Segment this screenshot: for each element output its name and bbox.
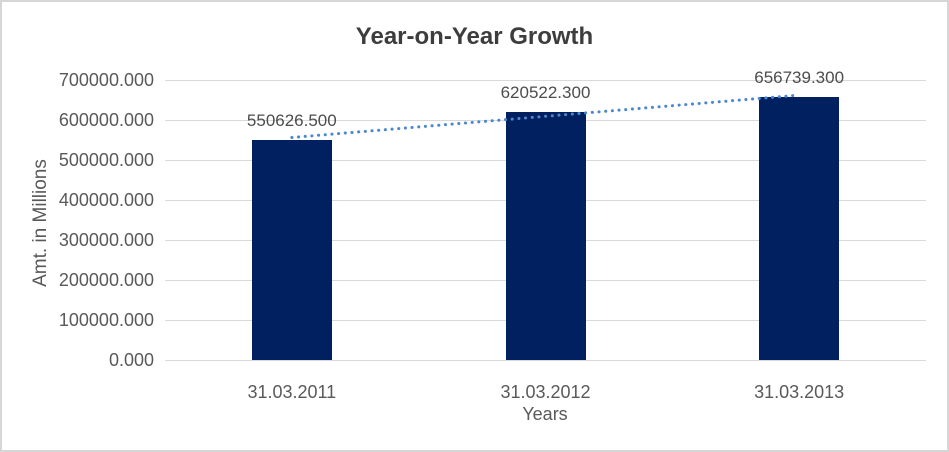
bar-value-label: 656739.300 — [754, 68, 845, 88]
y-tick-label: 300000.000 — [58, 230, 154, 250]
bar — [505, 111, 586, 360]
x-tick-label: 31.03.2013 — [754, 382, 845, 402]
gridline — [165, 360, 926, 361]
y-tick-label: 100000.000 — [58, 310, 154, 330]
x-axis-title: Years — [522, 404, 568, 424]
bar — [759, 97, 840, 360]
gridline — [165, 80, 926, 81]
y-tick-label: 400000.000 — [58, 190, 154, 210]
chart-title: Year-on-Year Growth — [355, 23, 594, 50]
y-tick-label: 700000.000 — [58, 70, 154, 90]
bar — [251, 139, 332, 360]
bar-value-label: 550626.500 — [246, 110, 337, 130]
y-tick-label: 500000.000 — [58, 150, 154, 170]
bar-value-label: 620522.300 — [500, 82, 591, 102]
x-tick-label: 31.03.2012 — [500, 382, 591, 402]
y-tick-label: 0.000 — [108, 350, 154, 370]
x-tick-label: 31.03.2011 — [247, 382, 337, 402]
y-tick-label: 600000.000 — [58, 110, 154, 130]
y-tick-label: 200000.000 — [58, 270, 154, 290]
